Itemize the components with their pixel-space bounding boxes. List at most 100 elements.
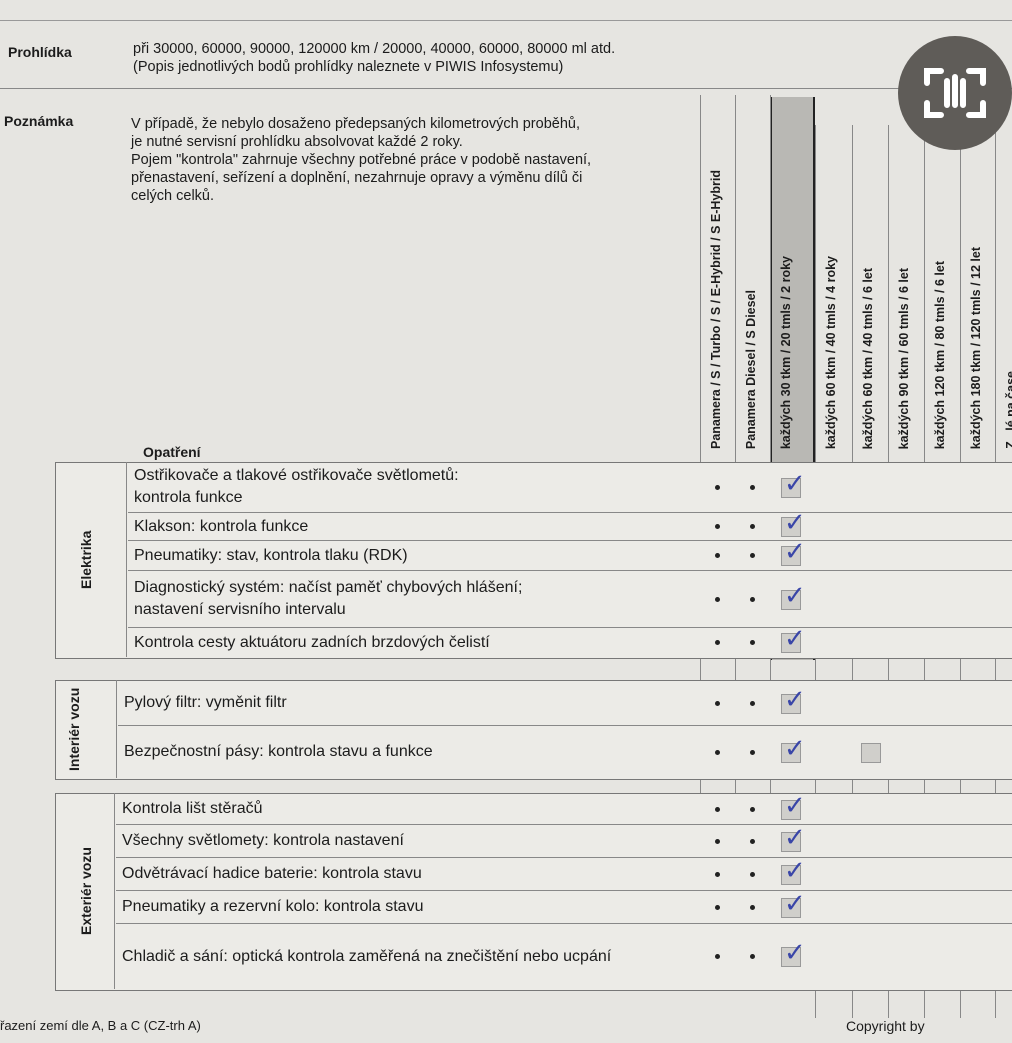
dot-marker xyxy=(715,524,720,529)
table-row: Klakson: kontrola funkce xyxy=(128,512,700,540)
row-text-line: Ostřikovače a tlakové ostřikovače světlo… xyxy=(134,467,459,484)
screenshot-scan-icon xyxy=(924,68,986,118)
table-row: Pylový filtr: vyměnit filtr xyxy=(118,680,700,725)
dot-marker xyxy=(715,904,720,910)
row-text: Odvětrávací hadice baterie: kontrola sta… xyxy=(122,863,422,885)
row-line xyxy=(700,627,1012,628)
row-text: Klakson: kontrola funkce xyxy=(134,516,308,538)
handwritten-check: ✓ xyxy=(784,580,806,611)
row-text: Kontrola cesty aktuátoru zadních brzdový… xyxy=(134,632,490,654)
table-row: Bezpečnostní pásy: kontrola stavu a funk… xyxy=(118,725,700,778)
prohlidka-text: při 30000, 60000, 90000, 120000 km / 200… xyxy=(133,40,615,76)
row-text-line: Pylový filtr: vyměnit filtr xyxy=(124,693,287,711)
dot-marker xyxy=(750,871,755,877)
dot-marker xyxy=(750,596,755,602)
row-text-line: Pneumatiky: stav, kontrola tlaku (RDK) xyxy=(134,546,408,564)
copyright: Copyright by xyxy=(846,1018,925,1034)
dot-marker xyxy=(715,954,720,959)
checkbox[interactable] xyxy=(781,546,801,566)
column-header: každých 120 tkm / 80 tmls / 6 let xyxy=(933,260,947,449)
row-line xyxy=(700,512,1012,513)
handwritten-check: ✓ xyxy=(784,938,806,968)
table-row: Pneumatiky: stav, kontrola tlaku (RDK) xyxy=(128,540,700,570)
group-label: Exteriér vozu xyxy=(78,847,94,935)
checkbox[interactable] xyxy=(781,589,801,610)
column-header: Z...lé na čase xyxy=(1004,371,1012,449)
row-text: Všechny světlomety: kontrola nastavení xyxy=(122,830,404,852)
dot-marker xyxy=(715,806,720,812)
row-text-line: Klakson: kontrola funkce xyxy=(134,517,309,535)
dot-marker xyxy=(715,640,720,645)
column-header: Panamera Diesel / S Diesel xyxy=(744,289,758,449)
column-header: Panamera / S / Turbo / S / E-Hybrid / S … xyxy=(709,170,723,449)
handwritten-check: ✓ xyxy=(784,537,806,567)
row-line xyxy=(700,540,1012,541)
dot-marker xyxy=(750,749,755,755)
opatreni-label: Opatření xyxy=(143,444,201,460)
dot-marker xyxy=(715,700,720,706)
row-text: Bezpečnostní pásy: kontrola stavu a funk… xyxy=(124,741,433,763)
poznamka-line: přenastavení, seřízení a doplnění, nezah… xyxy=(131,170,583,186)
dot-marker xyxy=(750,838,755,844)
row-text: Chladič a sání: optická kontrola zaměřen… xyxy=(122,946,611,968)
dot-marker xyxy=(750,700,755,706)
checkbox[interactable] xyxy=(781,517,801,537)
prohlidka-label: Prohlídka xyxy=(8,44,72,60)
dot-marker xyxy=(750,485,755,490)
checkbox[interactable] xyxy=(781,633,801,653)
group-divider xyxy=(114,793,115,989)
table-row: Odvětrávací hadice baterie: kontrola sta… xyxy=(116,857,700,890)
table-row: Chladič a sání: optická kontrola zaměřen… xyxy=(116,923,700,989)
checkbox[interactable] xyxy=(781,742,801,763)
checkbox[interactable] xyxy=(781,693,801,714)
row-text: Ostřikovače a tlakové ostřikovače světlo… xyxy=(134,465,459,509)
screenshot-scan-button[interactable] xyxy=(898,36,1012,150)
row-text-line: nastavení servisního intervalu xyxy=(134,601,346,618)
dot-marker xyxy=(715,871,720,877)
dot-marker xyxy=(715,485,720,490)
handwritten-check: ✓ xyxy=(784,822,806,853)
top-divider xyxy=(0,20,1012,21)
handwritten-check: ✓ xyxy=(784,790,806,821)
column-header: každých 60 tkm / 40 tmls / 6 let xyxy=(861,267,875,449)
table-row: Ostřikovače a tlakové ostřikovače světlo… xyxy=(128,462,700,512)
prohlidka-line: při 30000, 60000, 90000, 120000 km / 200… xyxy=(133,41,616,57)
row-line xyxy=(700,570,1012,571)
row-text-line: Diagnostický systém: načíst paměť chybov… xyxy=(134,579,523,596)
checkbox[interactable] xyxy=(781,947,801,967)
checkbox[interactable] xyxy=(781,864,801,885)
row-text-line: Kontrola cesty aktuátoru zadních brzdový… xyxy=(134,633,490,651)
handwritten-check: ✓ xyxy=(784,733,806,764)
row-text: Pneumatiky a rezervní kolo: kontrola sta… xyxy=(122,896,423,918)
handwritten-check: ✓ xyxy=(784,888,806,919)
row-text-line: Bezpečnostní pásy: kontrola stavu a funk… xyxy=(124,743,433,760)
row-line xyxy=(700,923,1012,924)
dot-marker xyxy=(750,904,755,910)
checkbox[interactable] xyxy=(781,897,801,918)
row-line xyxy=(700,725,1012,726)
handwritten-check: ✓ xyxy=(784,684,806,715)
dot-marker xyxy=(750,524,755,529)
row-text-line: Chladič a sání: optická kontrola zaměřen… xyxy=(122,947,612,965)
handwritten-check: ✓ xyxy=(784,855,806,886)
table-row: Kontrola cesty aktuátoru zadních brzdový… xyxy=(128,627,700,657)
column-header: každých 180 tkm / 120 tmls / 12 let xyxy=(969,246,983,449)
dot-marker xyxy=(715,838,720,844)
row-line xyxy=(700,890,1012,891)
group-2 xyxy=(55,793,1012,991)
handwritten-check: ✓ xyxy=(784,624,806,654)
row-text-line: Kontrola lišt stěračů xyxy=(122,799,263,817)
group-label: Elektrika xyxy=(78,530,94,589)
checkbox[interactable] xyxy=(781,831,801,852)
divider xyxy=(0,88,1012,89)
checkbox[interactable] xyxy=(861,742,881,763)
row-text: Pneumatiky: stav, kontrola tlaku (RDK) xyxy=(134,545,408,567)
row-text: Pylový filtr: vyměnit filtr xyxy=(124,692,287,714)
row-line xyxy=(700,857,1012,858)
group-label: Interiér vozu xyxy=(66,687,82,771)
row-text-line: Odvětrávací hadice baterie: kontrola sta… xyxy=(122,865,422,882)
group-divider xyxy=(116,680,117,778)
dot-marker xyxy=(715,553,720,558)
checkbox[interactable] xyxy=(781,478,801,498)
checkbox[interactable] xyxy=(781,799,801,820)
